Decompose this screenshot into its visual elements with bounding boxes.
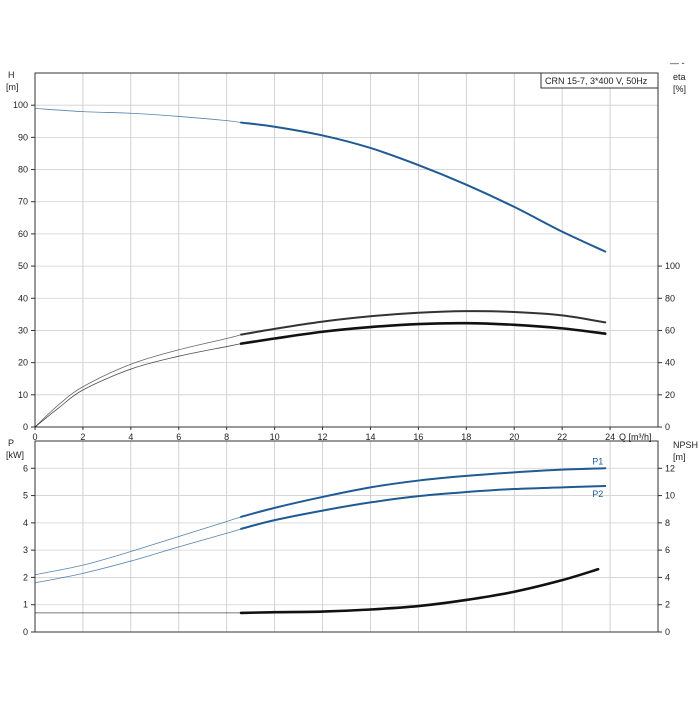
y-tick-label-left: 50 [18, 261, 28, 271]
x-tick-label: 2 [80, 432, 85, 442]
x-tick-label: 18 [461, 432, 471, 442]
series-line-thin [34, 343, 242, 428]
x-tick-label: 12 [318, 432, 328, 442]
y-tick-label-right: 12 [665, 463, 675, 473]
y-tick-label-left: 0 [23, 627, 28, 637]
y-tick-label-right: 6 [665, 545, 670, 555]
y-tick-label-right: 0 [665, 627, 670, 637]
y-tick-label-left: 10 [18, 390, 28, 400]
y-tick-label-right: 2 [665, 600, 670, 610]
series-line-thin [34, 516, 242, 576]
y-tick-label-right: 20 [665, 390, 675, 400]
y-axis-label-left: H [8, 70, 15, 80]
y-axis-unit-right: [m] [673, 452, 686, 462]
series-label: P2 [592, 489, 603, 499]
y-axis-unit-right: [%] [673, 84, 686, 94]
x-tick-label: 10 [270, 432, 280, 442]
y-axis-unit-left: [m] [6, 82, 19, 92]
y-tick-label-left: 3 [23, 545, 28, 555]
y-tick-label-left: 40 [18, 293, 28, 303]
series-line-duty [240, 121, 607, 253]
series-label: P1 [592, 456, 603, 466]
y-tick-label-left: 90 [18, 132, 28, 142]
y-tick-label-left: 4 [23, 518, 28, 528]
y-tick-label-right: 0 [665, 422, 670, 432]
y-tick-label-right: 40 [665, 358, 675, 368]
x-tick-label: 20 [509, 432, 519, 442]
title-box [540, 72, 659, 89]
y-tick-label-left: 20 [18, 358, 28, 368]
y-tick-label-right: 80 [665, 293, 675, 303]
plot-frame [34, 72, 659, 428]
x-tick-label: 16 [413, 432, 423, 442]
corner-mark: — - [670, 58, 685, 68]
y-axis-label-left: P [8, 438, 14, 448]
series-line-duty [240, 310, 607, 336]
series-line-thin [34, 334, 242, 428]
x-tick-label: 22 [557, 432, 567, 442]
series-line-duty [240, 485, 607, 530]
y-tick-label-left: 60 [18, 229, 28, 239]
y-tick-label-right: 4 [665, 572, 670, 582]
y-tick-label-right: 10 [665, 491, 675, 501]
y-tick-label-left: 1 [23, 600, 28, 610]
y-tick-label-left: 70 [18, 197, 28, 207]
series-line-duty [240, 467, 607, 518]
y-tick-label-right: 60 [665, 325, 675, 335]
series-line-duty [239, 321, 607, 345]
series-line-duty [239, 567, 600, 615]
x-tick-label: 24 [605, 432, 615, 442]
x-axis-label: Q [m³/h] [619, 432, 652, 442]
y-tick-label-left: 80 [18, 165, 28, 175]
y-tick-label-left: 6 [23, 463, 28, 473]
plot-frame [34, 440, 659, 633]
y-tick-label-left: 30 [18, 325, 28, 335]
chart-title: CRN 15-7, 3*400 V, 50Hz [545, 76, 648, 86]
y-axis-label-right: NPSH [673, 440, 698, 450]
y-tick-label-left: 0 [23, 422, 28, 432]
y-tick-label-left: 5 [23, 491, 28, 501]
y-axis-label-right: eta [673, 72, 686, 82]
series-line-thin [34, 108, 242, 123]
y-axis-unit-left: [kW] [6, 450, 24, 460]
x-tick-label: 0 [32, 432, 37, 442]
series-line-thin [34, 528, 242, 584]
x-tick-label: 14 [365, 432, 375, 442]
y-tick-label-left: 100 [13, 100, 28, 110]
y-tick-label-right: 100 [665, 261, 680, 271]
x-tick-label: 4 [128, 432, 133, 442]
x-tick-label: 8 [224, 432, 229, 442]
x-tick-label: 6 [176, 432, 181, 442]
y-tick-label-right: 8 [665, 518, 670, 528]
y-tick-label-left: 2 [23, 572, 28, 582]
